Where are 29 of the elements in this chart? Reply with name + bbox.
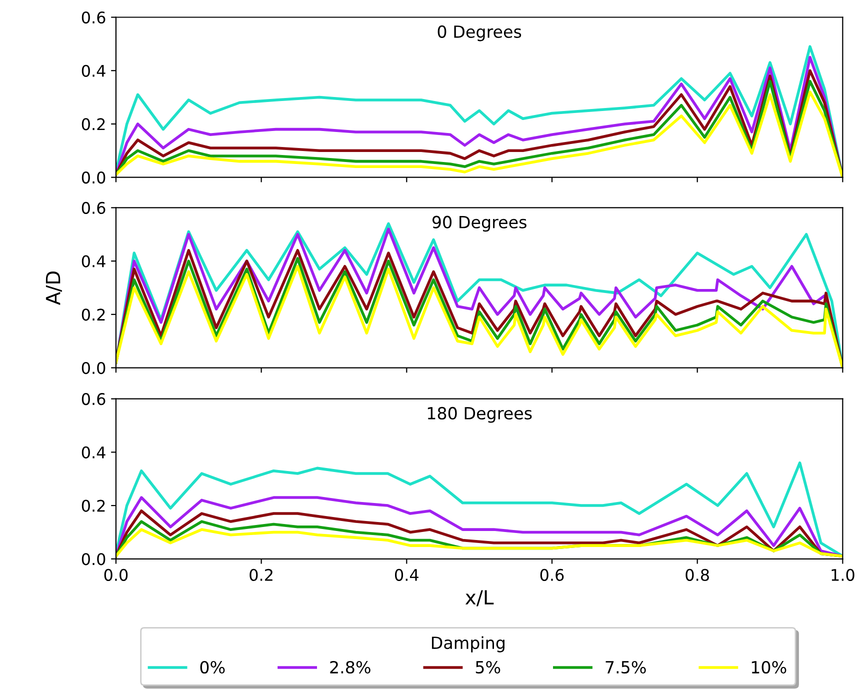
- legend-label: 0%: [200, 660, 225, 674]
- y-tick-label: 0.4: [82, 255, 106, 268]
- chart-title: 180 Degrees: [428, 406, 532, 423]
- legend-label: 5%: [476, 660, 500, 674]
- x-tick-label: 0.4: [395, 568, 418, 581]
- chart-title: 0 Degrees: [438, 25, 522, 42]
- y-tick-label: 0.4: [82, 446, 106, 458]
- y-tick-label: 0.6: [82, 393, 106, 406]
- legend-label: 2.8%: [330, 660, 370, 674]
- legend-label: 10%: [752, 660, 786, 674]
- legend-label: 7.5%: [606, 660, 646, 674]
- x-tick-label: 0.6: [540, 568, 564, 581]
- y-axis-title: A/D: [46, 271, 62, 305]
- x-tick-label: 0.2: [250, 568, 272, 581]
- y-tick-label: 0.4: [82, 64, 106, 77]
- y-tick-label: 0.6: [82, 11, 106, 24]
- x-tick-label: 0.8: [686, 568, 709, 581]
- chart-title: 90 Degrees: [432, 216, 526, 232]
- x-tick-label: 0.0: [104, 568, 128, 581]
- y-tick-label: 0.0: [82, 172, 106, 184]
- y-tick-label: 0.0: [82, 362, 106, 374]
- x-tick-label: 1.0: [832, 568, 854, 581]
- y-tick-label: 0.2: [82, 500, 105, 512]
- x-axis-title: x/L: [465, 590, 494, 606]
- legend-title: Damping: [432, 636, 504, 652]
- y-tick-label: 0.0: [82, 553, 106, 566]
- y-tick-label: 0.6: [82, 202, 106, 214]
- y-tick-label: 0.2: [82, 308, 105, 321]
- y-tick-label: 0.2: [82, 118, 105, 130]
